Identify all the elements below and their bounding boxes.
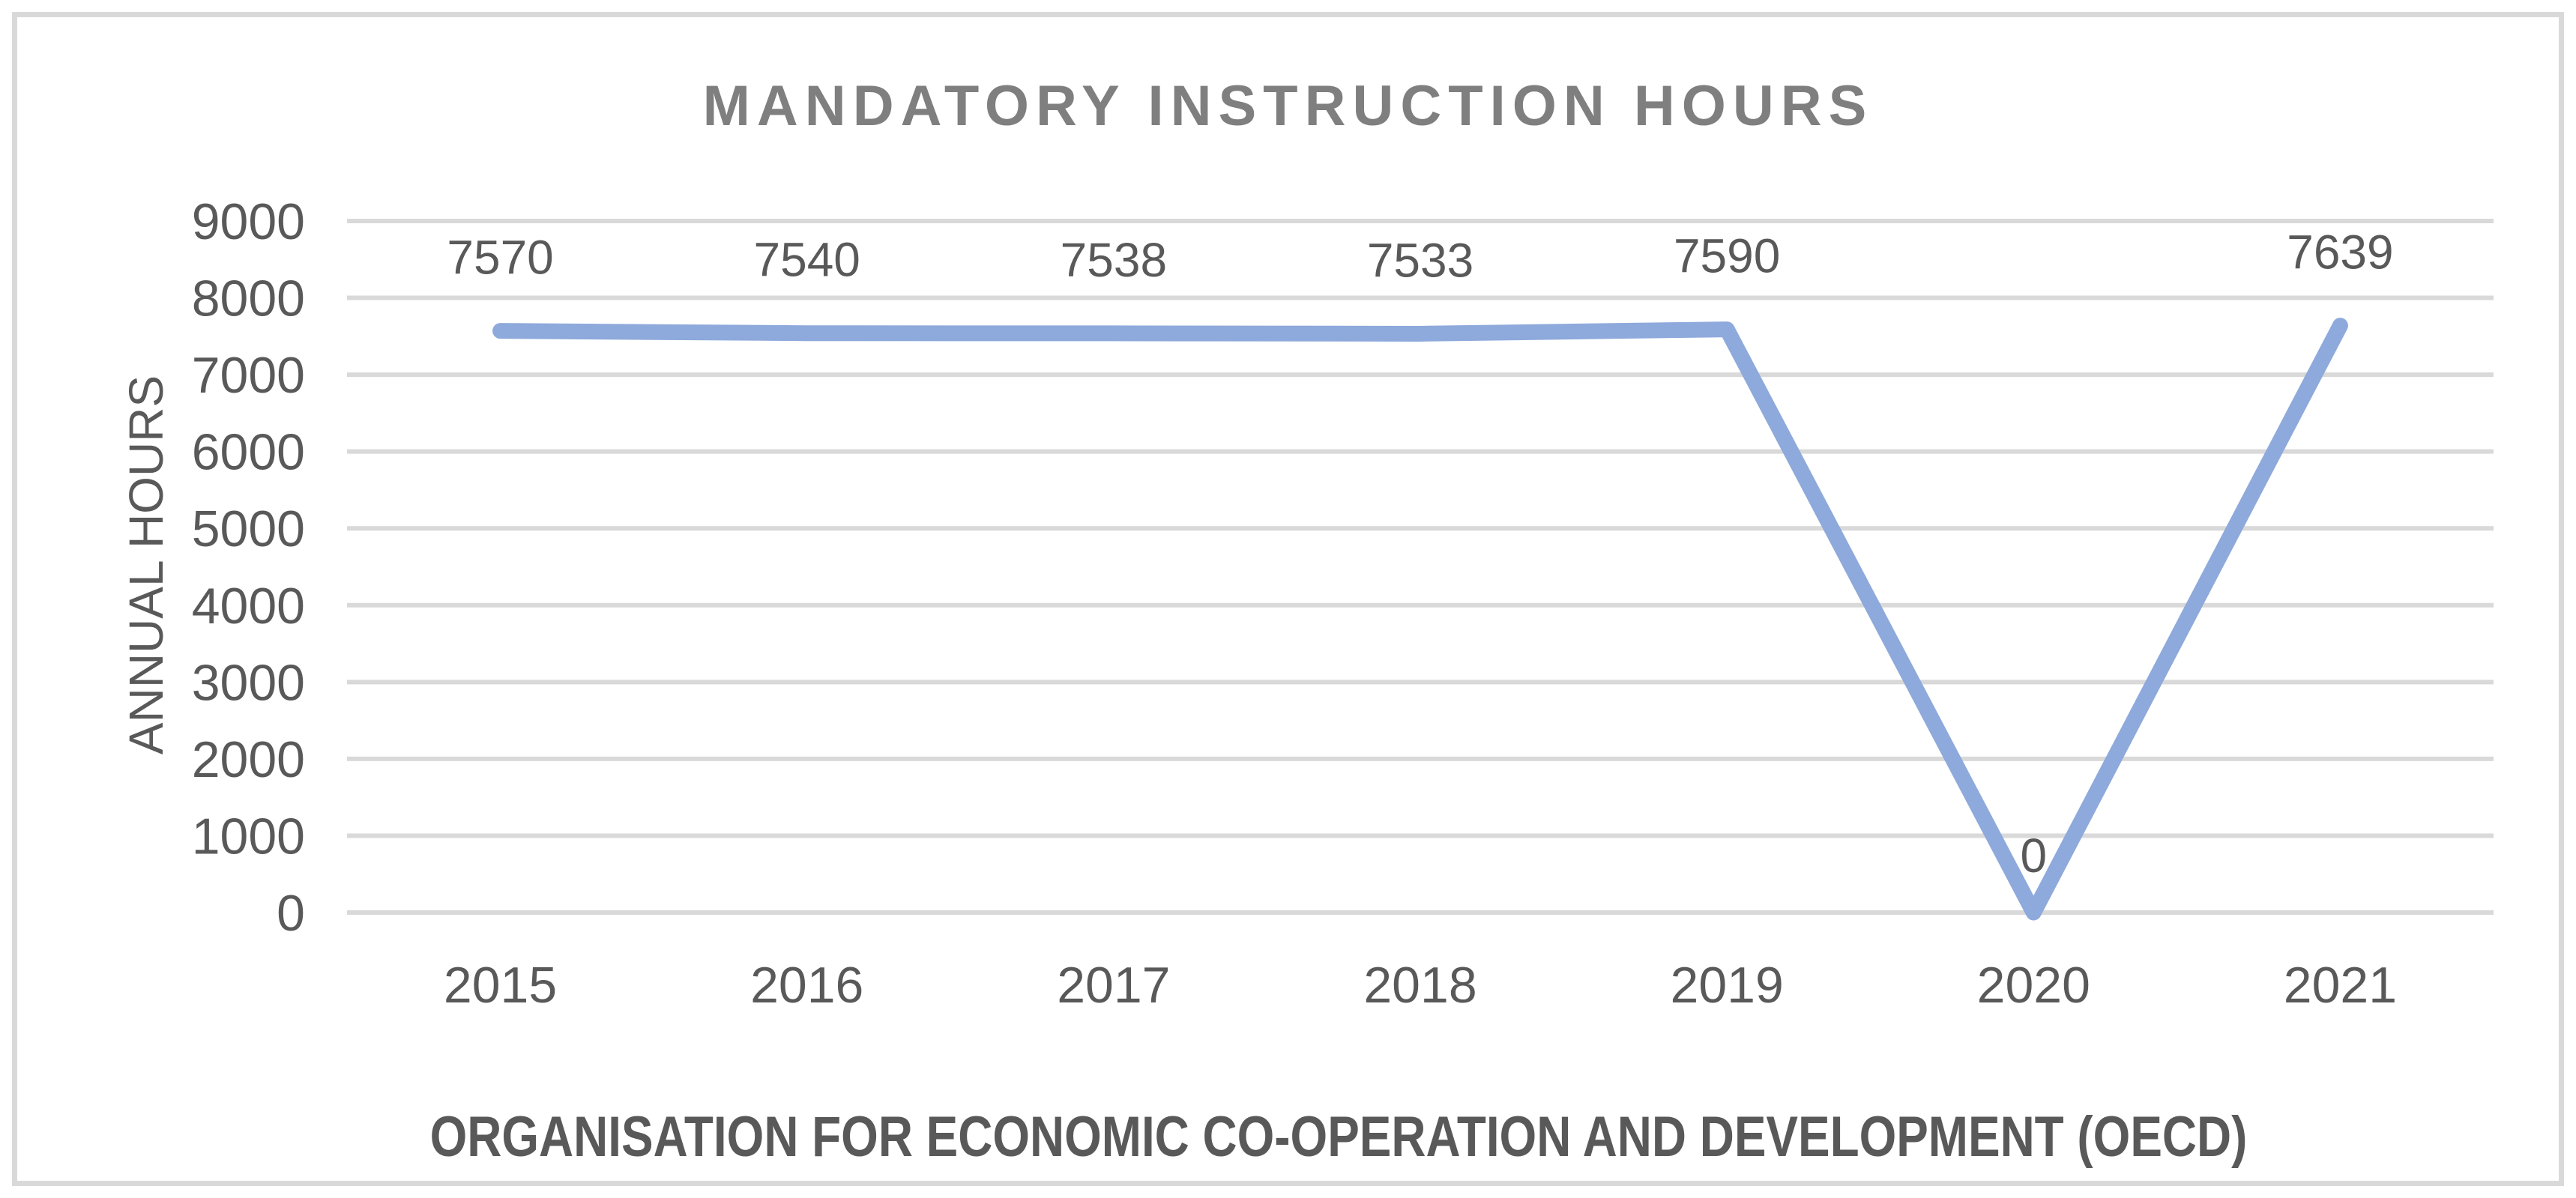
y-tick-label: 8000 [192,270,305,327]
x-tick-label: 2019 [1671,957,1784,1014]
x-tick-label: 2016 [750,957,863,1014]
y-tick-label: 9000 [192,193,305,250]
series-line [492,318,2348,921]
x-axis-title: ORGANISATION FOR ECONOMIC CO-OPERATION A… [429,1105,2248,1169]
y-tick-label: 4000 [192,578,305,635]
data-point-label: 7639 [2287,226,2393,279]
x-tick-label: 2018 [1363,957,1476,1014]
y-tick-label: 7000 [192,347,305,404]
y-tick-label: 2000 [192,731,305,788]
y-tick-label: 0 [277,885,305,942]
data-point-label: 7538 [1061,233,1167,287]
x-tick-label: 2017 [1057,957,1170,1014]
chart-title: MANDATORY INSTRUCTION HOURS [702,74,1874,138]
data-point-label: 7570 [447,231,553,285]
x-tick-label: 2021 [2284,957,2397,1014]
y-tick-label: 5000 [192,500,305,557]
y-tick-label: 3000 [192,654,305,711]
y-tick-label: 1000 [192,808,305,865]
data-point-label: 7533 [1367,233,1473,287]
data-point-label: 7540 [754,233,860,287]
chart-border-frame [12,12,2564,1186]
x-tick-label: 2020 [1977,957,2090,1014]
data-point-label: 7590 [1674,229,1780,283]
data-point-label: 0 [2020,829,2047,883]
y-tick-label: 6000 [192,424,305,481]
x-tick-label: 2015 [444,957,557,1014]
